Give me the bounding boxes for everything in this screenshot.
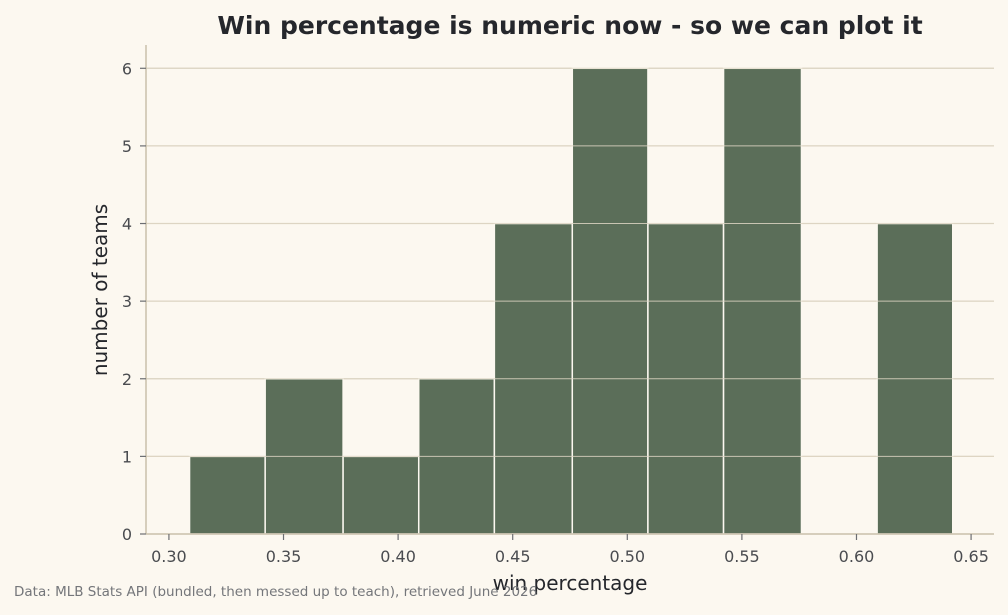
histogram-bar xyxy=(342,455,420,535)
y-tick-label: 1 xyxy=(122,447,132,466)
data-source-caption: Data: MLB Stats API (bundled, then messe… xyxy=(14,584,538,600)
tick-labels: 0.30 0.35 0.40 0.45 0.50 0.55 0.60 0.65 0 1 2 3 4 5 6 xyxy=(122,59,989,566)
x-tick-label: 0.30 xyxy=(151,547,187,566)
x-tick-label: 0.50 xyxy=(609,547,645,566)
y-tick-label: 4 xyxy=(122,215,132,234)
x-tick-label: 0.40 xyxy=(380,547,416,566)
x-tick-label: 0.65 xyxy=(953,547,989,566)
y-axis-label: number of teams xyxy=(88,204,112,376)
x-tick-label: 0.45 xyxy=(495,547,531,566)
x-tick-label: 0.55 xyxy=(724,547,760,566)
y-tick-label: 5 xyxy=(122,137,132,156)
y-tick-label: 2 xyxy=(122,370,132,389)
chart-title: Win percentage is numeric now - so we ca… xyxy=(217,11,922,40)
y-tick-label: 0 xyxy=(122,525,132,544)
histogram-bar xyxy=(188,455,266,535)
y-tick-label: 3 xyxy=(122,292,132,311)
axes xyxy=(145,45,994,535)
x-axis-label: win percentage xyxy=(493,571,648,595)
x-tick-label: 0.60 xyxy=(839,547,875,566)
x-tick-label: 0.35 xyxy=(266,547,302,566)
y-tick-label: 6 xyxy=(122,59,132,78)
